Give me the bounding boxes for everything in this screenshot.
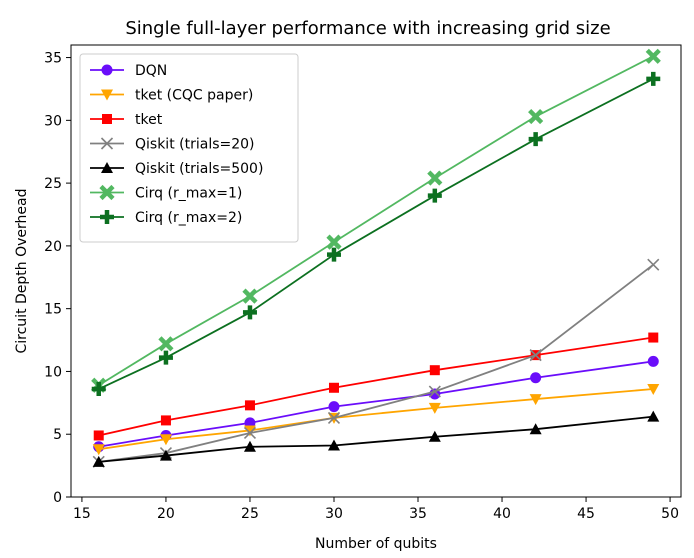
- legend-box: [79, 53, 299, 243]
- data-point: [159, 449, 172, 461]
- series-3: [92, 258, 660, 468]
- data-point: [243, 426, 257, 440]
- legend-entry: Qiskit (trials=20): [90, 137, 255, 153]
- x-tick-label: 45: [577, 506, 595, 522]
- y-axis-label: Circuit Depth Overhead: [14, 189, 30, 354]
- plot-frame: [70, 44, 682, 498]
- legend-label: Qiskit (trials=20): [135, 137, 255, 153]
- legend-entry: tket: [90, 112, 163, 128]
- data-point: [91, 382, 106, 397]
- data-point: [159, 434, 172, 446]
- legend-label: Cirq (r_max=2): [135, 210, 242, 226]
- series-4: [92, 410, 660, 467]
- x-tick-label: 20: [157, 506, 175, 522]
- data-point: [428, 430, 441, 442]
- data-point: [648, 332, 659, 343]
- legend-entry: Cirq (r_max=1): [90, 184, 242, 202]
- data-point: [528, 108, 544, 125]
- data-point: [647, 355, 659, 367]
- data-point: [328, 382, 339, 393]
- data-point: [529, 349, 542, 362]
- data-point: [529, 423, 542, 435]
- y-tick-label: 0: [53, 490, 62, 506]
- legend-label: Cirq (r_max=1): [135, 186, 242, 202]
- legend-label: tket (CQC paper): [135, 88, 253, 104]
- series-1: [92, 384, 660, 456]
- data-point: [647, 410, 660, 422]
- legend-entry: DQN: [90, 63, 167, 79]
- data-point: [244, 400, 255, 411]
- data-point: [428, 402, 441, 414]
- legend-marker: [99, 184, 115, 201]
- data-point: [243, 425, 256, 437]
- y-tick-label: 15: [44, 302, 62, 318]
- legend-label: Qiskit (trials=500): [135, 161, 263, 177]
- legend-label: tket: [135, 112, 163, 128]
- data-point: [327, 439, 340, 451]
- legend-label: DQN: [135, 63, 167, 79]
- series-line: [98, 336, 654, 437]
- data-point: [93, 430, 104, 441]
- data-point: [428, 385, 441, 398]
- data-point: [92, 444, 105, 456]
- data-point: [243, 440, 256, 452]
- y-tick-label: 10: [44, 364, 62, 380]
- legend-marker: [101, 162, 113, 173]
- x-axis-label: Number of qubits: [315, 536, 437, 552]
- x-tick-label: 35: [409, 506, 427, 522]
- y-tick-label: 20: [44, 239, 62, 255]
- y-tick-label: 5: [53, 427, 62, 443]
- chart-title: Single full-layer performance with incre…: [125, 18, 610, 39]
- y-tick-label: 35: [44, 51, 62, 67]
- legend-marker: [100, 210, 114, 224]
- legend-marker: [102, 114, 112, 124]
- data-point: [326, 247, 341, 262]
- legend-entry: Qiskit (trials=500): [90, 161, 263, 177]
- x-tick-label: 15: [73, 506, 91, 522]
- data-point: [92, 455, 105, 467]
- legend-marker: [101, 64, 113, 76]
- x-tick-label: 40: [493, 506, 511, 522]
- data-point: [427, 170, 443, 186]
- data-point: [326, 234, 342, 250]
- plot-area: [91, 48, 661, 468]
- data-point: [160, 415, 171, 426]
- data-point: [242, 288, 258, 304]
- y-tick-label: 30: [44, 113, 62, 129]
- x-tick-label: 25: [241, 506, 259, 522]
- series-6: [91, 71, 661, 397]
- data-point: [158, 350, 173, 365]
- data-point: [158, 336, 174, 352]
- data-point: [429, 365, 440, 376]
- data-point: [647, 258, 660, 271]
- legend-entry: Cirq (r_max=2): [90, 210, 242, 226]
- data-point: [328, 401, 340, 413]
- x-tick-label: 50: [661, 506, 679, 522]
- x-tick-label: 30: [325, 506, 343, 522]
- data-point: [427, 188, 442, 203]
- data-point: [529, 394, 542, 406]
- series-line: [98, 360, 654, 448]
- data-point: [528, 132, 543, 147]
- data-point: [327, 411, 341, 424]
- data-point: [242, 305, 257, 320]
- legend-marker: [101, 89, 113, 101]
- data-point: [646, 71, 661, 86]
- data-point: [645, 48, 661, 64]
- legend: DQN tket (CQC paper) tket Qiskit (trials=20…: [79, 53, 299, 243]
- legend-marker: [100, 137, 114, 150]
- legend-entry: tket (CQC paper): [90, 88, 253, 104]
- data-point: [647, 384, 660, 396]
- data-point: [530, 372, 542, 384]
- series-line: [98, 415, 654, 463]
- series-line: [98, 388, 654, 451]
- axes: 15 20 25 30 35 40 45 50 0 5 10 15 20 25 30 35: [44, 44, 682, 522]
- y-tick-label: 25: [44, 176, 62, 192]
